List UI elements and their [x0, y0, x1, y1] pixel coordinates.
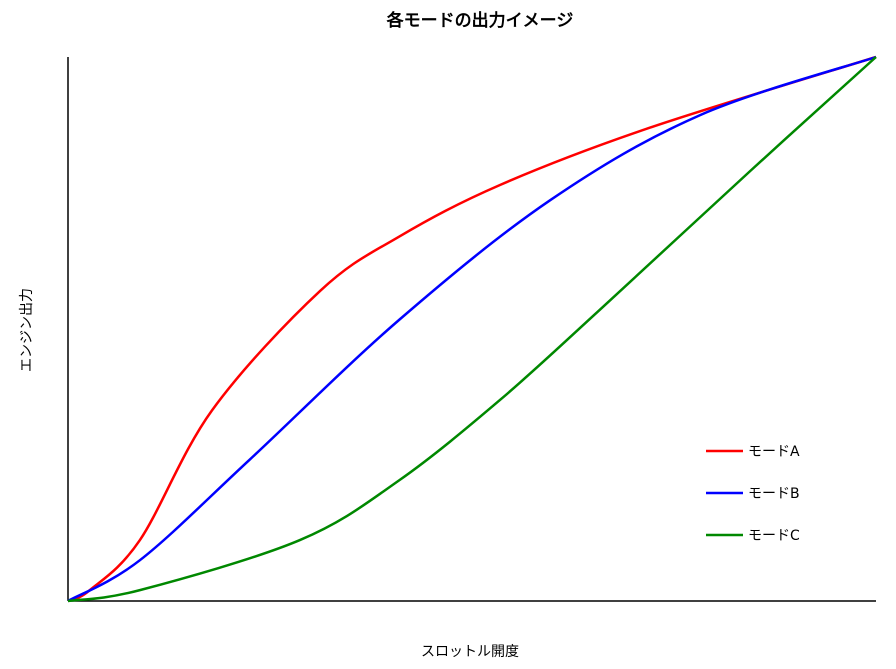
series-line-2 — [67, 56, 877, 603]
series-line-1 — [67, 55, 877, 603]
legend-label-1: モードB — [748, 486, 800, 502]
legend-label-2: モードC — [748, 528, 800, 544]
series-line-0 — [67, 55, 877, 603]
x-axis-label: スロットル開度 — [421, 644, 519, 660]
chart-title: 各モードの出力イメージ — [386, 10, 574, 31]
y-axis-label: エンジン出力 — [19, 288, 35, 372]
legend-label-0: モードA — [748, 444, 800, 460]
